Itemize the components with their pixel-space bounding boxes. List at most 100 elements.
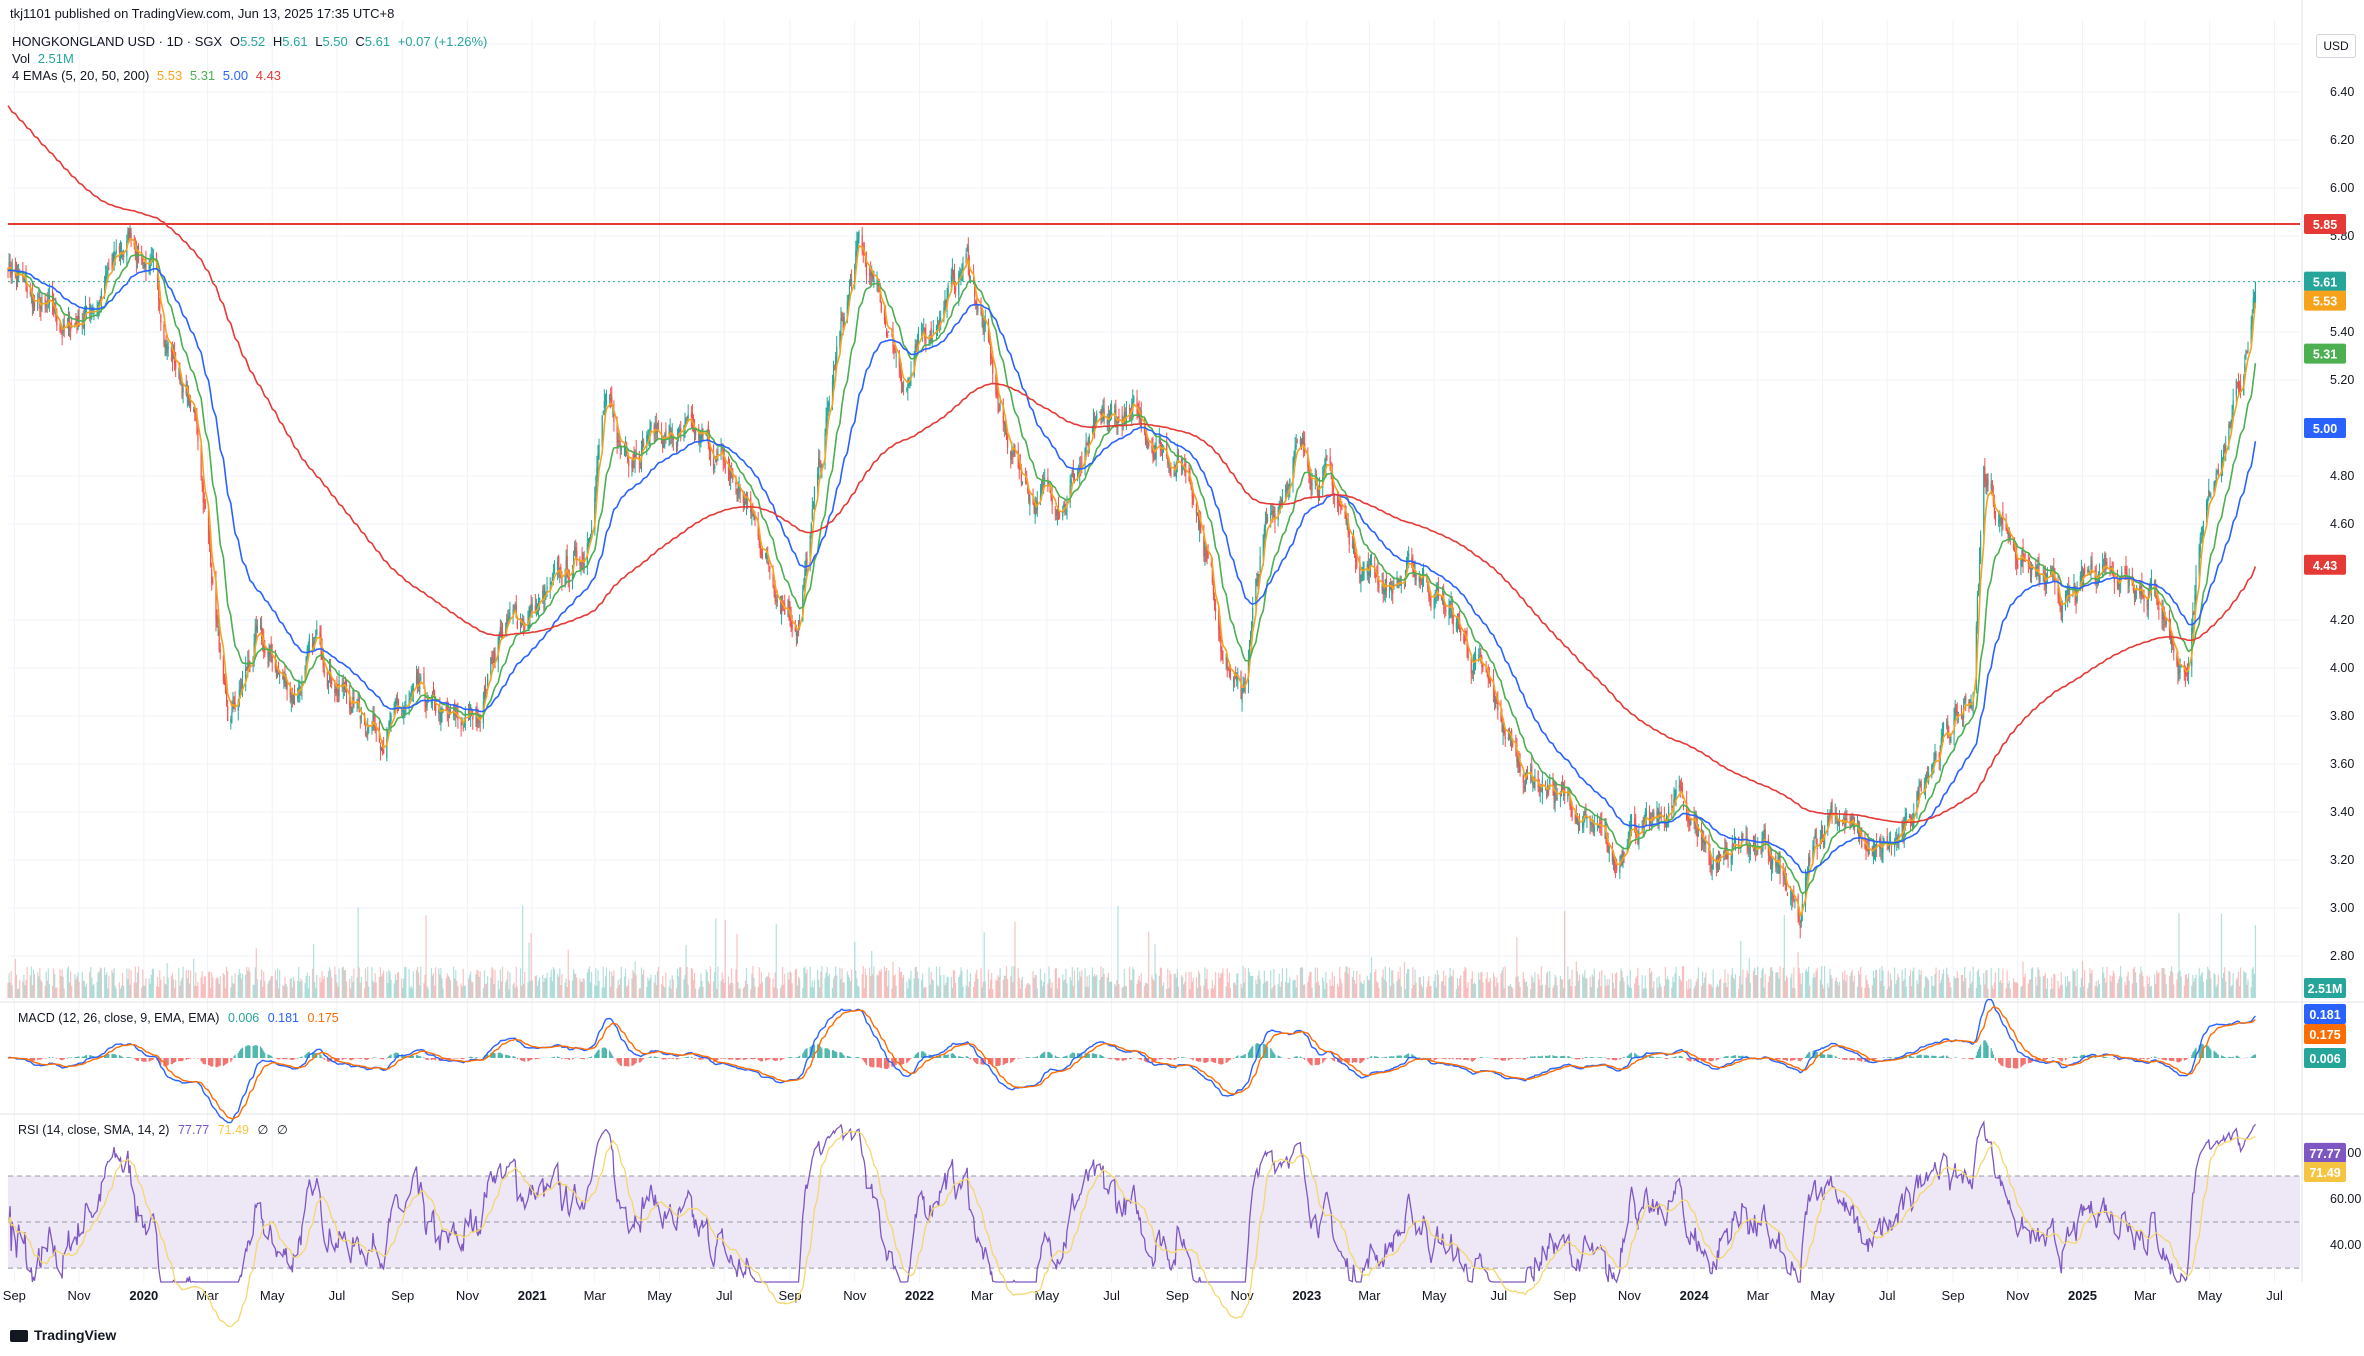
candle-body [218, 627, 219, 628]
candle-body [1349, 530, 1350, 544]
volume-bar [1695, 986, 1696, 998]
volume-bar [1251, 976, 1252, 998]
volume-bar [788, 980, 789, 998]
candle-body [2217, 471, 2218, 472]
candle-body [1266, 516, 1267, 523]
volume-bar [2136, 983, 2137, 998]
volume-bar [1295, 980, 1296, 998]
volume-bar [1605, 986, 1606, 998]
volume-bar [1656, 978, 1657, 998]
volume-bar [1906, 987, 1907, 998]
candle-body [1956, 704, 1957, 714]
candle-body [1808, 857, 1809, 873]
volume-bar [1013, 966, 1014, 998]
volume-bar [1332, 972, 1333, 998]
candle-body [2118, 588, 2119, 589]
volume-bar [1794, 988, 1795, 998]
volume-bar [514, 982, 515, 998]
volume-bar [954, 971, 955, 998]
volume-bar [566, 979, 567, 998]
volume-bar [324, 976, 325, 998]
volume-bar [180, 981, 181, 998]
candle-body [1004, 422, 1005, 426]
candle-body [293, 694, 294, 704]
volume-bar [358, 907, 359, 998]
volume-bar [1235, 985, 1236, 998]
volume-bar [208, 972, 209, 998]
volume-bar [1421, 985, 1422, 998]
candle-body [894, 348, 895, 351]
volume-bar [636, 975, 637, 998]
volume-bar [1114, 984, 1115, 998]
volume-bar [858, 987, 859, 998]
volume-bar [1079, 971, 1080, 998]
candle-body [2255, 282, 2256, 304]
volume-bar [1227, 968, 1228, 998]
volume-bar [893, 976, 894, 998]
volume-bar [1675, 967, 1676, 998]
volume-bar [394, 984, 395, 998]
candle-body [1064, 502, 1065, 507]
volume-bar [865, 969, 866, 998]
x-tick-label: Nov [1618, 1288, 1642, 1303]
volume-bar [2104, 978, 2105, 998]
volume-bar [1490, 978, 1491, 998]
y-tick-label: 5.40 [2330, 325, 2354, 339]
volume-bar [381, 976, 382, 998]
candle-body [246, 667, 247, 669]
candle-body [806, 559, 807, 563]
volume-bar [1561, 979, 1562, 998]
volume-bar [91, 978, 92, 998]
volume-bar [2000, 980, 2001, 998]
volume-bar [992, 989, 993, 998]
volume-bar [346, 982, 347, 998]
candle-body [1517, 759, 1518, 767]
volume-bar [641, 967, 642, 998]
volume-bar [397, 973, 398, 998]
volume-bar [1370, 973, 1371, 998]
candle-body [1998, 520, 1999, 523]
volume-bar [2106, 967, 2107, 998]
volume-bar [1303, 985, 1304, 998]
volume-bar [1665, 967, 1666, 998]
candle-body [1772, 859, 1773, 865]
candle-body [631, 462, 632, 467]
volume-bar [2090, 973, 2091, 998]
volume-bar [493, 984, 494, 998]
candle-body [2207, 500, 2208, 505]
volume-bar [1874, 978, 1875, 998]
volume-bar [211, 972, 212, 998]
candle-body [224, 678, 225, 685]
candle-body [268, 653, 269, 658]
volume-bar [640, 988, 641, 998]
volume-bar [297, 981, 298, 998]
candle-body [1784, 877, 1785, 879]
volume-bar [557, 974, 558, 998]
volume-bar [471, 981, 472, 998]
volume-bar [996, 981, 997, 998]
volume-bar [1375, 969, 1376, 998]
volume-bar [327, 977, 328, 998]
volume-bar [1104, 974, 1105, 998]
volume-bar [2200, 976, 2201, 998]
volume-bar [1807, 972, 1808, 998]
volume-bar [1627, 976, 1628, 998]
x-tick-label: Mar [971, 1288, 994, 1303]
candle-body [598, 445, 599, 458]
candle-body [1456, 622, 1457, 628]
candle-body [2208, 490, 2209, 498]
candle-body [1646, 810, 1647, 817]
x-tick-label: Mar [2134, 1288, 2157, 1303]
volume-bar [1382, 977, 1383, 998]
candle-body [1148, 442, 1149, 447]
volume-bar [1979, 977, 1980, 998]
candle-body [2237, 383, 2238, 384]
candle-body [2218, 469, 2219, 473]
candle-body [480, 721, 481, 723]
candle-body [1799, 916, 1800, 921]
volume-bar [1405, 989, 1406, 998]
candle-body [203, 484, 204, 503]
volume-bar [2246, 985, 2247, 998]
volume-bar [1152, 979, 1153, 998]
